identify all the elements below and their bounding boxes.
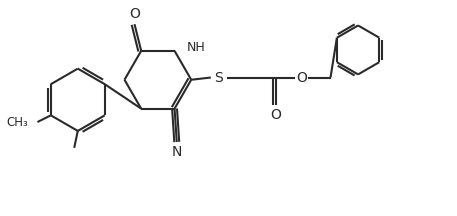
Text: O: O bbox=[271, 108, 281, 122]
Text: CH₃: CH₃ bbox=[6, 116, 28, 129]
Text: O: O bbox=[296, 70, 307, 84]
Text: O: O bbox=[129, 7, 140, 21]
Text: NH: NH bbox=[187, 41, 206, 54]
Text: S: S bbox=[214, 70, 223, 84]
Text: N: N bbox=[171, 145, 182, 159]
